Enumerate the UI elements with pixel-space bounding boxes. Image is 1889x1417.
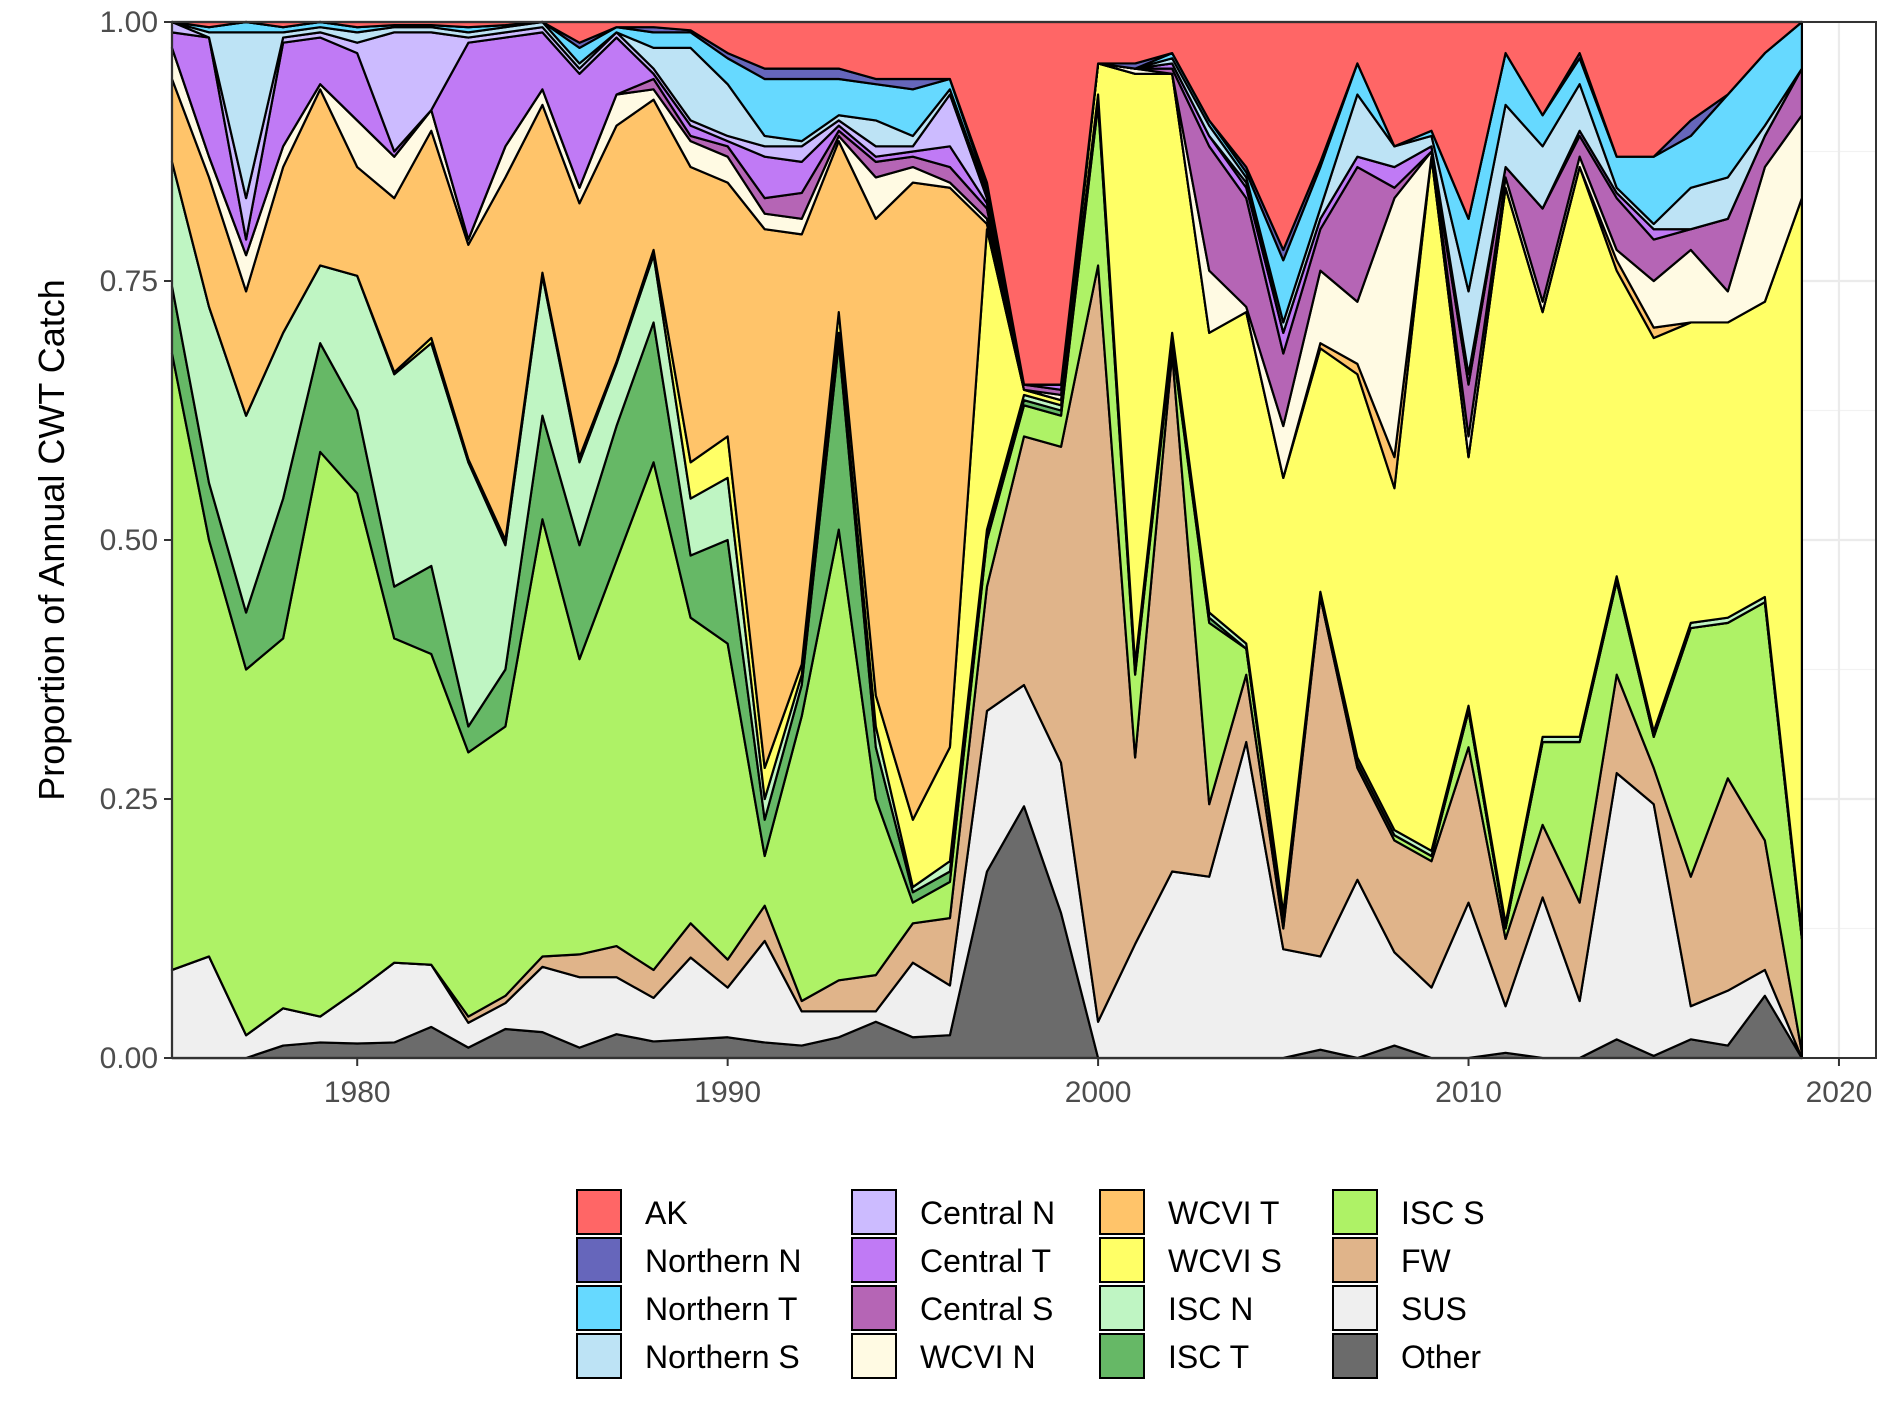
x-tick-label: 2020: [1806, 1076, 1873, 1109]
legend: AK Northern N Northern T Northern S Central …: [576, 1189, 1485, 1379]
y-axis-title: Proportion of Annual CWT Catch: [31, 279, 72, 801]
y-tick-label: 1.00: [100, 6, 158, 39]
legend-swatch-other: [1332, 1333, 1378, 1379]
legend-swatch-northern-s: [576, 1333, 622, 1379]
legend-label-central-n: Central N: [920, 1195, 1055, 1231]
legend-label-central-s: Central S: [920, 1291, 1053, 1327]
legend-swatch-central-n: [851, 1189, 897, 1235]
legend-label-wcvi-n: WCVI N: [920, 1339, 1036, 1375]
x-tick-label: 1980: [324, 1076, 391, 1109]
y-tick-label: 0.25: [100, 783, 158, 816]
legend-swatch-central-t: [851, 1237, 897, 1283]
legend-swatch-wcvi-t: [1099, 1189, 1145, 1235]
legend-label-sus: SUS: [1401, 1291, 1467, 1327]
legend-label-northern-n: Northern N: [645, 1243, 802, 1279]
legend-label-isc-t: ISC T: [1168, 1339, 1249, 1375]
legend-swatch-fw: [1332, 1237, 1378, 1283]
legend-label-isc-s: ISC S: [1401, 1195, 1485, 1231]
y-tick-label: 0.50: [100, 524, 158, 557]
legend-swatch-isc-s: [1332, 1189, 1378, 1235]
legend-swatch-northern-n: [576, 1237, 622, 1283]
legend-label-isc-n: ISC N: [1168, 1291, 1253, 1327]
x-tick-label: 2010: [1435, 1076, 1502, 1109]
legend-swatch-central-s: [851, 1285, 897, 1331]
y-tick-label: 0.00: [100, 1042, 158, 1075]
legend-label-fw: FW: [1401, 1243, 1452, 1279]
legend-label-other: Other: [1401, 1339, 1481, 1375]
legend-label-wcvi-t: WCVI T: [1168, 1195, 1279, 1231]
legend-swatch-isc-n: [1099, 1285, 1145, 1331]
x-tick-label: 1990: [694, 1076, 761, 1109]
x-axis: 1980 1990 2000 2010 2020: [324, 1058, 1872, 1109]
legend-label-central-t: Central T: [920, 1243, 1051, 1279]
legend-swatch-wcvi-s: [1099, 1237, 1145, 1283]
legend-swatch-sus: [1332, 1285, 1378, 1331]
legend-swatch-ak: [576, 1189, 622, 1235]
area-series: [170, 20, 1804, 1060]
legend-label-northern-t: Northern T: [645, 1291, 797, 1327]
y-tick-label: 0.75: [100, 265, 158, 298]
legend-swatch-wcvi-n: [851, 1333, 897, 1379]
legend-label-ak: AK: [645, 1195, 688, 1231]
legend-label-northern-s: Northern S: [645, 1339, 800, 1375]
legend-swatch-isc-t: [1099, 1333, 1145, 1379]
y-axis: 0.00 0.25 0.50 0.75 1.00: [100, 6, 172, 1075]
legend-label-wcvi-s: WCVI S: [1168, 1243, 1282, 1279]
legend-swatch-northern-t: [576, 1285, 622, 1331]
x-tick-label: 2000: [1065, 1076, 1132, 1109]
